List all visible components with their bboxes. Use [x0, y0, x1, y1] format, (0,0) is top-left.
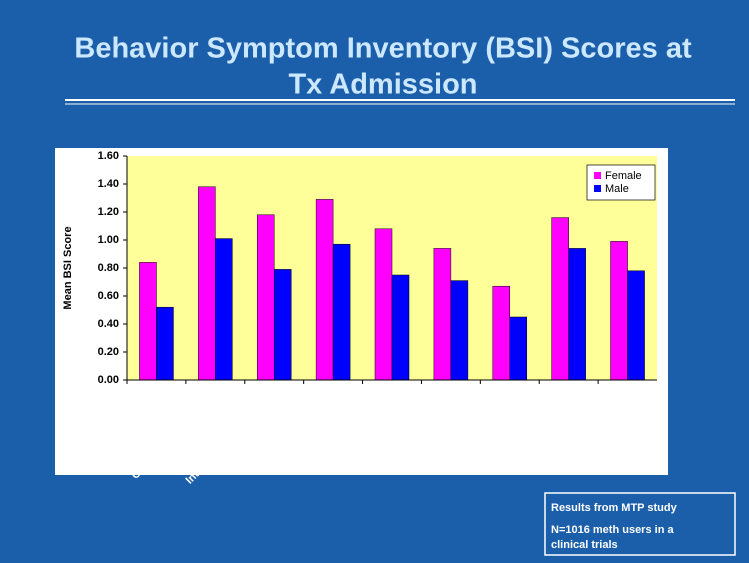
bar: [627, 270, 645, 381]
note-line: N=1016 meth users in a: [551, 524, 674, 536]
y-tick-label: 0.40: [98, 318, 119, 330]
bar: [256, 214, 275, 381]
bar: [391, 274, 410, 381]
bar: [332, 243, 351, 381]
legend-label: Female: [605, 170, 642, 182]
bar: [315, 199, 334, 381]
slide-title: Behavior Symptom Inventory (BSI) Scores …: [74, 33, 692, 65]
bar: [139, 262, 157, 381]
note: Results from MTP study: [551, 502, 678, 514]
bar: [198, 186, 216, 381]
bar: [610, 241, 628, 381]
note: N=1016 meth users in a clinical trials: [551, 524, 674, 551]
y-tick-label: 0.60: [98, 290, 119, 302]
bar: [273, 269, 292, 381]
legend-swatch: [594, 172, 601, 179]
bar: [551, 217, 569, 381]
y-tick-label: 1.00: [98, 234, 119, 246]
bar: [374, 228, 393, 381]
legend: [586, 164, 656, 201]
bar: [433, 248, 452, 381]
note-line: clinical trials: [551, 539, 618, 551]
y-axis-label: Mean BSI Score: [62, 226, 74, 309]
legend-swatch: [594, 185, 601, 192]
y-tick-label: 1.20: [98, 206, 119, 218]
y-tick-label: 1.60: [98, 150, 119, 162]
bar: [215, 238, 233, 381]
slide-title: Tx Admission: [288, 69, 477, 101]
bar: [156, 306, 174, 381]
y-tick-label: 0.20: [98, 346, 119, 358]
bar: [509, 316, 528, 381]
legend-label: Male: [605, 183, 629, 195]
bar: [492, 285, 511, 381]
y-tick-label: 1.40: [98, 178, 119, 190]
bar: [568, 248, 586, 381]
note-box: [544, 492, 736, 556]
y-tick-label: 0.00: [98, 374, 119, 386]
y-tick-label: 0.80: [98, 262, 119, 274]
bar: [450, 280, 469, 381]
